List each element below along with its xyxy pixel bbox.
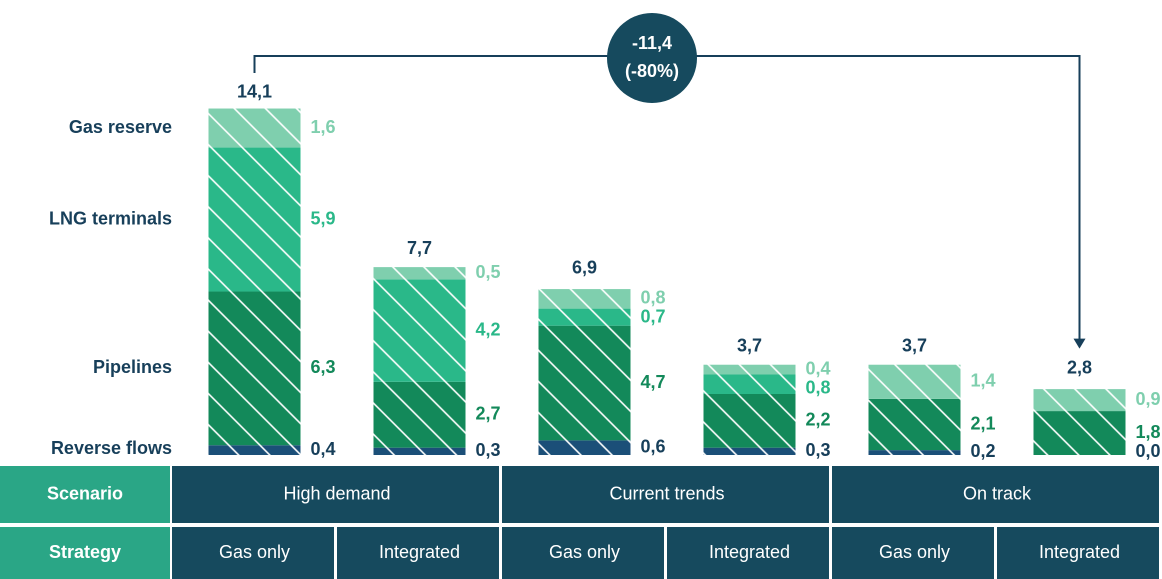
bar-segment [703,394,796,448]
scenario-label: Current trends [609,483,724,503]
value-label: 0,2 [971,441,996,461]
scenario-label: High demand [283,483,390,503]
annotation-circle [607,13,697,103]
bar-segment [1033,411,1126,455]
value-label: 0,8 [806,377,831,397]
strategy-cell [502,527,664,579]
row-header-cell [0,527,170,579]
value-label: 1,4 [971,371,996,391]
value-label: 4,7 [641,372,666,392]
scenario-cell [832,466,1159,523]
row-header-cell [0,466,170,523]
strategy-label: Gas only [219,542,290,562]
value-label: 5,9 [311,208,336,228]
bar-segment [373,279,466,382]
value-label: 0,3 [476,440,501,460]
strategy-label: Gas only [879,542,950,562]
bar-segment [538,325,631,441]
total-label: 3,7 [902,335,927,355]
strategy-label: Integrated [1039,542,1120,562]
total-label: 7,7 [407,238,432,258]
total-label: 3,7 [737,335,762,355]
total-label: 2,8 [1067,357,1092,377]
value-label: 0,3 [806,440,831,460]
bar-segment [373,447,466,455]
bar-segment [868,364,961,399]
scenario-cell [172,466,499,523]
bar-segment [868,450,961,455]
value-label: 4,2 [476,319,501,339]
bar-segment [538,289,631,309]
strategy-cell [172,527,334,579]
strategy-cell [832,527,994,579]
bar-segment [208,147,301,292]
legend-label: LNG terminals [49,208,172,228]
row-header: Scenario [47,483,123,503]
scenario-cell [502,466,829,523]
bar-segment [538,308,631,326]
row-header: Strategy [49,542,121,562]
bar-segment [538,440,631,455]
strategy-cell [337,527,499,579]
bar-segment [208,108,301,148]
value-label: 2,2 [806,410,831,430]
value-label: 1,8 [1136,422,1161,442]
strategy-cell [997,527,1159,579]
bar-segment [373,267,466,280]
strategy-label: Integrated [709,542,790,562]
value-label: 0,4 [806,358,831,378]
bar-segment [703,364,796,375]
value-label: 0,8 [641,288,666,308]
value-label: 6,3 [311,357,336,377]
annotation-text: -11,4 [632,33,672,53]
value-label: 2,7 [476,403,501,423]
arrow-head [1073,338,1086,349]
strategy-cell [667,527,829,579]
scenario-label: On track [963,483,1032,503]
bar-segment [703,447,796,455]
bar-segment [208,291,301,446]
annotation-text: (-80%) [625,61,679,81]
value-label: 1,6 [311,117,336,137]
bar-segment [373,381,466,448]
value-label: 0,9 [1136,389,1161,409]
total-label: 6,9 [572,257,597,277]
value-label: 0,7 [641,307,666,327]
value-label: 2,1 [971,413,996,433]
legend-label: Gas reserve [69,117,172,137]
value-label: 0,6 [641,436,666,456]
legend-label: Pipelines [93,357,172,377]
bar-segment [208,445,301,455]
value-label: 0,4 [311,439,336,459]
value-label: 0,5 [476,262,501,282]
bar-segment [703,374,796,394]
total-label: 14,1 [237,82,272,102]
strategy-label: Gas only [549,542,620,562]
legend-label: Reverse flows [51,438,172,458]
value-label: 0,0 [1136,441,1161,461]
bar-segment [1033,389,1126,412]
bar-segment [868,398,961,451]
strategy-label: Integrated [379,542,460,562]
